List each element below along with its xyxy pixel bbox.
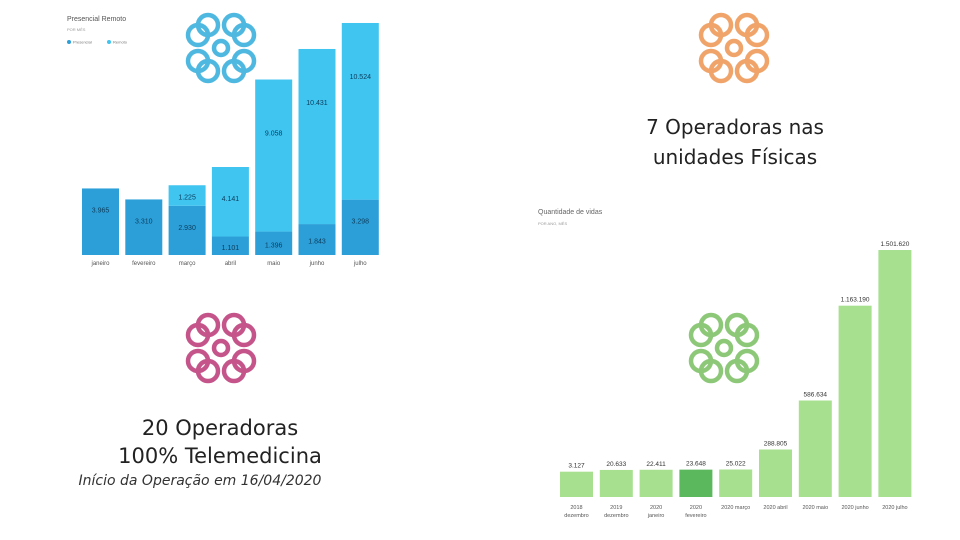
bar-value-label: 22.411 [646,461,666,468]
bar-remoto [341,22,379,200]
caption-line: 7 Operadoras nas [646,115,824,139]
x-tick-label: 2020 abril [763,505,787,511]
caption-line: unidades Físicas [652,145,818,169]
bar-remoto [255,79,293,232]
bar-vidas [878,250,912,497]
x-tick-label: maio [267,261,281,267]
bar-value-label: 1.101 [222,245,240,252]
clover-logo-icon [185,12,257,84]
x-tick-label: 2019 [610,505,622,511]
x-tick-label: dezembro [564,513,588,519]
x-tick-label: 2020 junho [841,505,868,511]
x-tick-label: março [179,261,196,267]
bar-value-label: 23.648 [686,461,706,468]
bar-vidas [759,449,792,497]
bar-value-label: 3.127 [568,463,585,470]
x-tick-label: 2018 [570,505,582,511]
bar-value-label: 1.843 [308,239,326,246]
bar-presencial [211,236,249,255]
quantidade-vidas-chart: Quantidade de vidas POR ANO, MÊS 3.127 20… [538,209,912,519]
physical-units-caption: 7 Operadoras nas unidades Físicas [590,112,880,172]
bar-value-label: 10.431 [306,100,328,107]
x-tick-label: abril [225,261,236,267]
bar-value-label: 4.141 [222,196,240,203]
chart1-legend: Presencial Remoto [67,40,128,45]
chart2-title: Quantidade de vidas [538,209,603,216]
bar-value-label: 20.633 [606,461,626,468]
bar-value-label: 288.805 [764,440,788,447]
clover-logo-icon [698,12,770,84]
x-tick-label: 2020 [690,505,702,511]
bar-value-label: 25.022 [726,460,746,467]
bar-presencial [341,199,379,255]
chart2-subtitle: POR ANO, MÊS [538,221,567,226]
operation-start-text: Início da Operação em 16/04/2020 [78,473,322,489]
clover-logo-icon [185,312,257,384]
x-tick-label: julho [353,261,367,267]
bar-value-label: 1.396 [265,242,283,249]
chart1-subtitle: POR MÊS [67,27,86,32]
bar-vidas [719,469,753,497]
chart1-title: Presencial Remoto [67,16,126,23]
x-tick-label: dezembro [604,513,628,519]
legend-swatch [107,40,111,44]
bar-value-label: 3.310 [135,218,153,225]
bar-value-label: 3.298 [352,219,370,226]
bar-value-label: 2.930 [178,225,196,232]
bar-vidas [679,469,713,497]
bar-remoto [168,185,206,206]
x-tick-label: 2020 maio [802,505,828,511]
legend-label: Remoto [113,40,128,45]
x-tick-label: junho [309,261,325,267]
x-tick-label: janeiro [647,513,665,519]
bar-vidas [560,471,593,497]
x-tick-label: 2020 março [721,505,750,511]
bar-presencial [168,205,206,255]
bar-value-label: 1.163.190 [841,297,870,304]
x-tick-label: fevereiro [685,513,706,519]
x-tick-label: 2020 julho [882,505,907,511]
clover-logo-icon [688,312,760,384]
bar-value-label: 586.634 [804,392,828,399]
x-tick-label: fevereiro [132,261,156,267]
bar-vidas [798,400,832,497]
bar-value-label: 9.058 [265,131,283,138]
bar-presencial [125,199,163,255]
telemedicine-caption: 20 Operadoras 100% Telemedicina Início d… [60,414,380,492]
bar-presencial [255,231,293,255]
bar-remoto [211,167,249,237]
operators-count-text: 20 Operadoras [141,416,299,440]
legend-label: Presencial [73,40,92,45]
bar-value-label: 1.225 [178,194,196,201]
legend-swatch [67,40,71,44]
bar-presencial [82,188,119,255]
bar-value-label: 3.965 [92,207,110,214]
bar-remoto [298,48,336,225]
x-tick-label: janeiro [90,261,110,267]
bar-vidas [838,305,872,497]
x-tick-label: 2020 [650,505,662,511]
bar-vidas [639,469,673,497]
bar-value-label: 10.524 [350,74,372,81]
bar-value-label: 1.501.620 [880,241,909,248]
telemedicine-percent-text: 100% Telemedicina [118,444,322,468]
bar-vidas [599,469,633,497]
bar-presencial [298,224,336,255]
presencial-remoto-chart: Presencial Remoto POR MÊS Presencial Remo… [67,16,379,267]
